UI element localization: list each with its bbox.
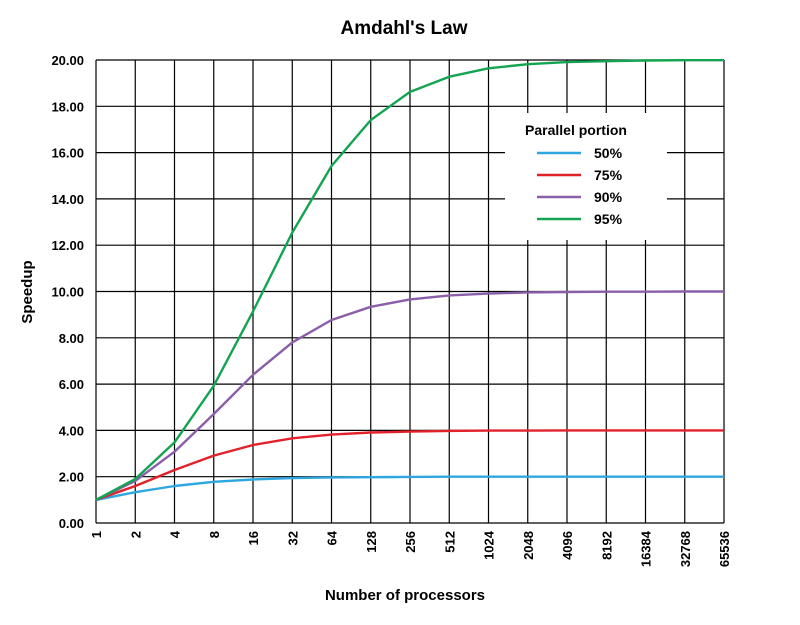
x-tick-label: 2 (128, 531, 143, 538)
x-tick-label: 65536 (717, 531, 732, 567)
x-tick-label: 32768 (678, 531, 693, 567)
legend: Parallel portion 50% 75% 90% 95% (505, 113, 667, 240)
x-tick-label: 1024 (482, 530, 497, 560)
x-tick-label: 2048 (521, 531, 536, 560)
x-tick-label: 64 (325, 530, 340, 545)
legend-background (505, 113, 667, 240)
x-tick-label: 16384 (639, 530, 654, 567)
x-tick-label: 4 (168, 530, 183, 538)
x-tick-label: 16 (246, 531, 261, 545)
x-tick-label: 256 (403, 531, 418, 553)
series-line-90pct (95, 290, 724, 501)
y-tick-label: 2.00 (59, 470, 84, 485)
series-line-50pct (95, 475, 724, 502)
y-tick-label: 14.00 (51, 192, 84, 207)
y-tick-label: 12.00 (51, 238, 84, 253)
y-tick-label: 8.00 (59, 331, 84, 346)
y-tick-label: 16.00 (51, 146, 84, 161)
y-axis-label: Speedup (19, 260, 36, 323)
y-tick-label: 10.00 (51, 285, 84, 300)
legend-label: 95% (594, 211, 623, 227)
x-tick-label: 512 (442, 531, 457, 553)
legend-label: 75% (594, 167, 623, 183)
series-line-95pct (95, 59, 724, 501)
legend-label: 90% (594, 189, 623, 205)
legend-label: 50% (594, 145, 623, 161)
x-axis-label: Number of processors (325, 587, 485, 604)
x-tick-label: 32 (285, 531, 300, 545)
y-tick-label: 0.00 (59, 516, 84, 531)
y-tick-label: 6.00 (59, 377, 84, 392)
x-tick-label: 4096 (560, 531, 575, 560)
y-axis-ticks: 0.00 2.00 4.00 6.00 8.00 10.00 12.00 14.00 16.00… (51, 53, 84, 531)
x-tick-label: 1 (89, 531, 104, 538)
series-lines (95, 59, 724, 502)
x-tick-label: 128 (364, 531, 379, 553)
y-tick-label: 4.00 (59, 423, 84, 438)
chart-title: Amdahl's Law (341, 18, 468, 39)
legend-items: 50% 75% 90% 95% (537, 145, 623, 227)
series-line-75pct (95, 429, 724, 502)
x-tick-label: 8192 (599, 531, 614, 560)
x-axis-ticks: 1 2 4 8 16 32 64 128 256 512 1024 2048 4096 8192 16384… (89, 530, 732, 567)
y-tick-label: 18.00 (51, 99, 84, 114)
x-tick-label: 8 (207, 531, 222, 538)
y-tick-label: 20.00 (51, 53, 84, 68)
legend-title: Parallel portion (525, 122, 627, 138)
